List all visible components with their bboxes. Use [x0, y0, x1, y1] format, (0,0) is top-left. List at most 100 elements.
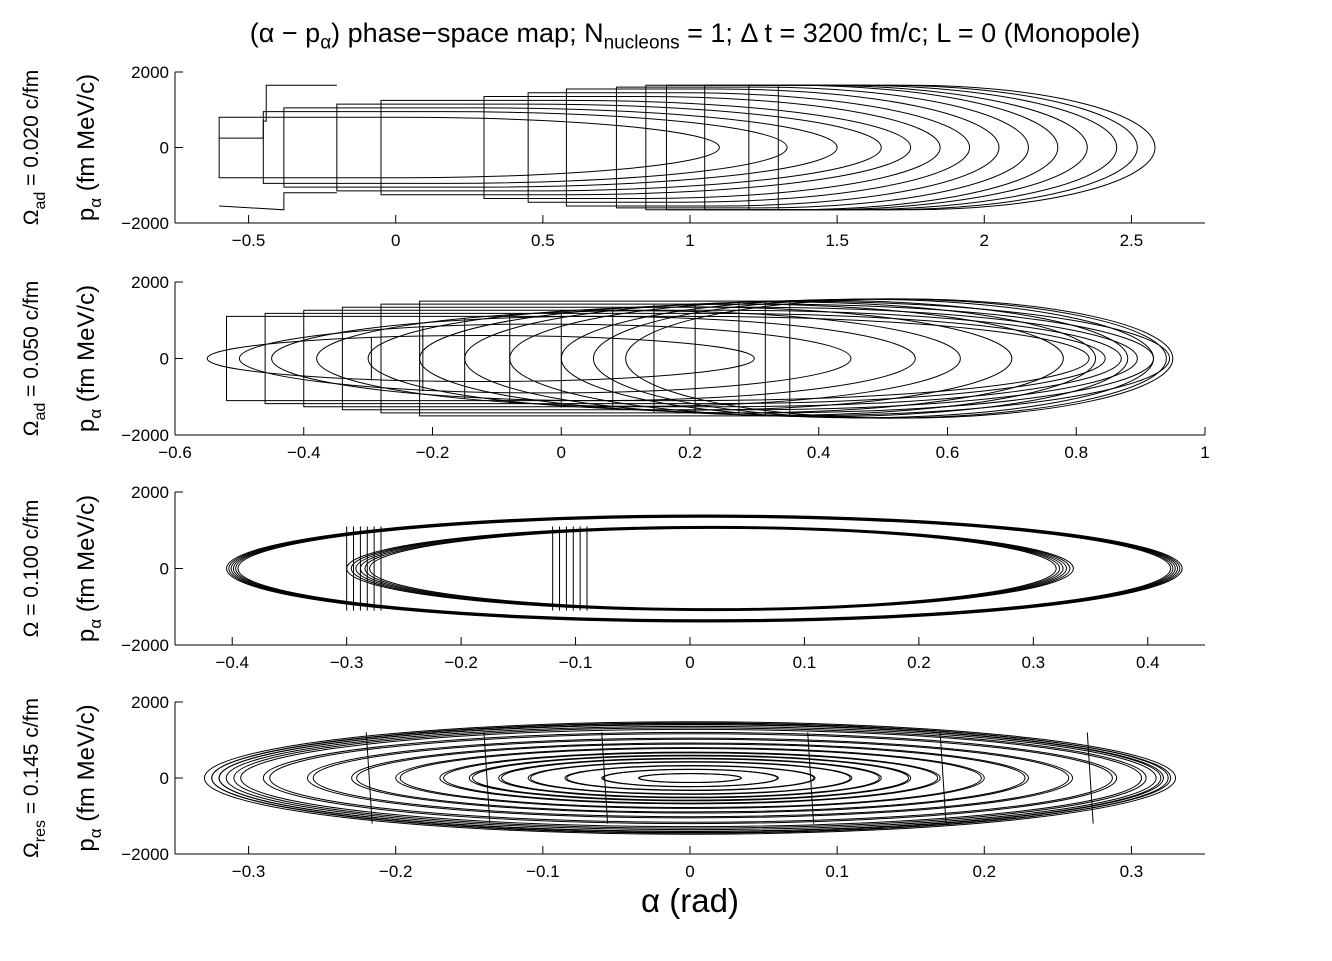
jump-line — [365, 732, 373, 824]
x-tick-label: 0 — [685, 862, 694, 881]
x-axis-label: α (rad) — [641, 882, 739, 919]
y-tick-label: 0 — [160, 350, 169, 369]
x-tick-label: −0.2 — [444, 653, 478, 672]
step-curve — [219, 84, 337, 139]
y-tick-label: 0 — [160, 560, 169, 579]
omega-label: Ωad = 0.020 c/fm — [20, 70, 49, 225]
x-tick-label: −0.2 — [416, 443, 450, 462]
orbit-ellipse — [233, 727, 1147, 829]
x-tick-label: 0.1 — [793, 653, 817, 672]
orbit-curve — [615, 86, 1029, 209]
y-tick-label: 0 — [160, 139, 169, 158]
orbit-ellipse — [351, 742, 1029, 814]
orbit-ellipse — [625, 298, 1174, 419]
x-tick-label: −0.1 — [559, 653, 593, 672]
orbit-ellipse — [203, 721, 1177, 835]
x-tick-label: 0.2 — [972, 862, 996, 881]
x-tick-label: −0.2 — [379, 862, 413, 881]
orbit-curve — [483, 96, 941, 199]
orbit-curve — [341, 306, 1138, 411]
orbit-curve — [748, 84, 1138, 211]
x-tick-label: −0.3 — [330, 653, 364, 672]
orbit-curve — [380, 99, 912, 196]
x-tick-label: 0.4 — [807, 443, 831, 462]
omega-label: Ω = 0.100 c/fm — [20, 500, 43, 638]
orbit-ellipse — [218, 724, 1162, 832]
orbit-ellipse — [269, 733, 1113, 823]
orbit-ellipse — [306, 737, 1074, 819]
orbit-ellipse — [501, 758, 880, 798]
jump-line — [483, 732, 491, 824]
y-tick-label: −2000 — [121, 426, 169, 445]
y-tick-label: 2000 — [131, 693, 169, 712]
orbit-ellipse — [316, 310, 961, 407]
orbit-ellipse — [356, 743, 1026, 813]
y-tick-label: 0 — [160, 769, 169, 788]
orbit-ellipse — [218, 724, 1164, 832]
x-tick-label: 0.3 — [1120, 862, 1144, 881]
x-tick-label: −0.3 — [232, 862, 266, 881]
x-tick-label: −0.5 — [232, 231, 266, 250]
y-tick-label: −2000 — [121, 845, 169, 864]
x-tick-label: 1 — [685, 231, 694, 250]
y-axis-label: pα (fm MeV/c) — [73, 495, 105, 642]
orbit-ellipse — [211, 722, 1172, 834]
x-tick-label: 0 — [685, 653, 694, 672]
x-tick-label: 0.2 — [678, 443, 702, 462]
orbit-ellipse — [509, 299, 1129, 418]
orbit-ellipse — [395, 747, 985, 809]
x-tick-label: 0.2 — [907, 653, 931, 672]
inner-orbit — [369, 527, 1057, 610]
orbit-ellipse — [225, 725, 1157, 831]
trajectory-group — [203, 721, 1177, 835]
orbit-curve — [262, 111, 788, 184]
omega-label: Ωad = 0.050 c/fm — [20, 281, 49, 436]
jump-line — [939, 732, 947, 824]
trajectory-group — [226, 514, 1183, 623]
orbit-ellipse — [439, 751, 941, 805]
orbit-ellipse — [566, 765, 815, 791]
y-axis-label: pα (fm MeV/c) — [73, 704, 105, 851]
orbit-ellipse — [443, 752, 939, 804]
orbit-ellipse — [312, 738, 1070, 818]
x-tick-label: −0.4 — [215, 653, 249, 672]
outer-orbit — [237, 516, 1172, 621]
x-tick-label: 0.1 — [825, 862, 849, 881]
orbit-curve — [527, 92, 971, 203]
x-tick-label: 0.6 — [936, 443, 960, 462]
orbit-ellipse — [498, 757, 882, 799]
orbit-curve — [565, 88, 1000, 207]
orbit-ellipse — [472, 755, 910, 801]
omega-label: Ωres = 0.145 c/fm — [20, 698, 49, 858]
orbit-curve — [777, 84, 1156, 211]
orbit-curve — [264, 312, 1106, 405]
x-tick-label: −0.4 — [287, 443, 321, 462]
jump-line — [601, 732, 609, 824]
x-tick-label: 0.4 — [1136, 653, 1160, 672]
orbit-ellipse — [238, 323, 852, 394]
x-tick-label: 0.5 — [531, 231, 555, 250]
orbit-curve — [303, 309, 1122, 408]
orbit-ellipse — [638, 773, 742, 783]
y-tick-label: −2000 — [121, 636, 169, 655]
y-tick-label: 2000 — [131, 483, 169, 502]
orbit-curve — [283, 107, 838, 188]
jump-line — [807, 732, 815, 824]
orbit-curve — [419, 300, 1171, 417]
orbit-curve — [226, 315, 1090, 402]
orbit-ellipse — [530, 761, 851, 795]
orbit-ellipse — [602, 769, 778, 787]
x-tick-label: 1.5 — [825, 231, 849, 250]
y-tick-label: 2000 — [131, 273, 169, 292]
y-tick-label: −2000 — [121, 214, 169, 233]
jump-line — [1086, 732, 1094, 824]
x-tick-label: 0.3 — [1022, 653, 1046, 672]
step-curve — [219, 192, 337, 211]
x-tick-label: 0.8 — [1064, 443, 1088, 462]
x-tick-label: 2 — [980, 231, 989, 250]
orbit-curve — [665, 84, 1088, 211]
trajectory-group — [206, 298, 1174, 419]
x-tick-label: 2.5 — [1120, 231, 1144, 250]
x-tick-label: −0.1 — [526, 862, 560, 881]
